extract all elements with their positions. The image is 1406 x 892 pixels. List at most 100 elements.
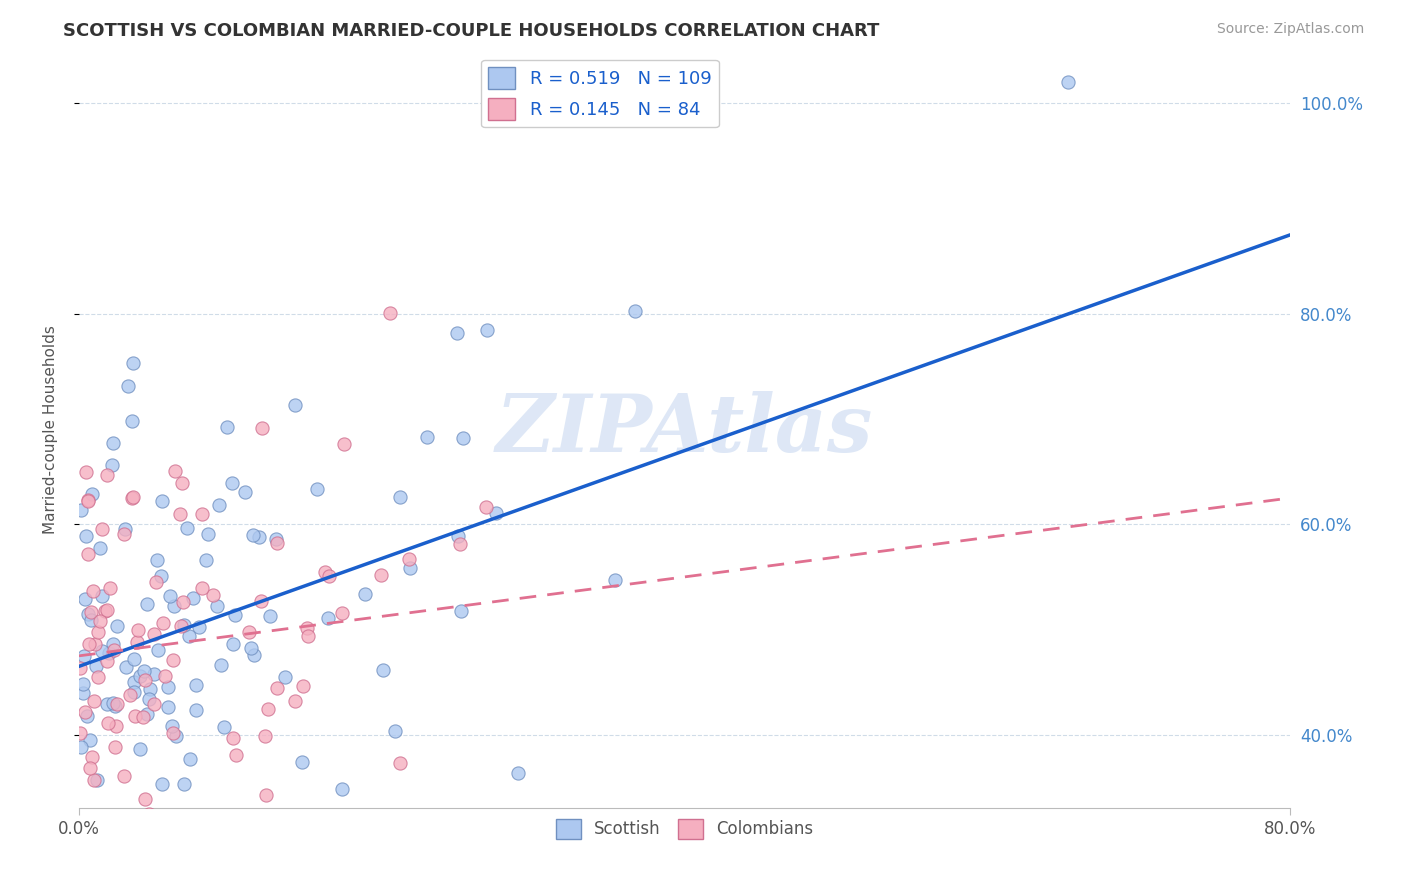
- Point: [162, 653, 184, 667]
- Point: [121, 490, 143, 504]
- Point: [89, 541, 111, 555]
- Point: [80, 606, 103, 620]
- Point: [134, 664, 156, 678]
- Point: [82, 584, 104, 599]
- Point: [215, 420, 238, 434]
- Point: [146, 643, 169, 657]
- Point: [83, 694, 105, 708]
- Point: [86, 624, 108, 639]
- Point: [91, 590, 114, 604]
- Point: [80, 487, 103, 501]
- Point: [90, 644, 112, 658]
- Point: [136, 707, 159, 722]
- Point: [242, 528, 264, 542]
- Point: [173, 777, 195, 791]
- Point: [138, 806, 160, 821]
- Point: [181, 591, 204, 605]
- Point: [125, 635, 148, 649]
- Point: [250, 594, 273, 608]
- Point: [84, 812, 107, 826]
- Point: [624, 304, 647, 318]
- Point: [97, 812, 120, 826]
- Point: [84, 658, 107, 673]
- Point: [284, 398, 307, 412]
- Point: [111, 812, 134, 826]
- Point: [82, 750, 104, 764]
- Point: [121, 356, 143, 370]
- Point: [122, 652, 145, 666]
- Point: [162, 726, 184, 740]
- Point: [89, 614, 111, 628]
- Text: ZIPAtlas: ZIPAtlas: [496, 391, 873, 468]
- Point: [508, 765, 530, 780]
- Legend: Scottish, Colombians: Scottish, Colombians: [550, 812, 820, 846]
- Point: [176, 520, 198, 534]
- Point: [83, 812, 105, 826]
- Point: [173, 618, 195, 632]
- Point: [94, 604, 117, 618]
- Point: [197, 527, 219, 541]
- Point: [224, 608, 246, 623]
- Point: [221, 731, 243, 746]
- Point: [104, 698, 127, 713]
- Point: [233, 485, 256, 500]
- Point: [446, 326, 468, 341]
- Point: [77, 636, 100, 650]
- Point: [128, 669, 150, 683]
- Point: [264, 533, 287, 547]
- Point: [105, 619, 128, 633]
- Point: [142, 698, 165, 712]
- Point: [195, 552, 218, 566]
- Point: [73, 649, 96, 664]
- Point: [266, 681, 288, 695]
- Point: [370, 568, 392, 582]
- Point: [163, 599, 186, 613]
- Point: [150, 569, 173, 583]
- Point: [104, 739, 127, 754]
- Point: [156, 700, 179, 714]
- Point: [145, 574, 167, 589]
- Point: [138, 682, 160, 697]
- Point: [79, 733, 101, 747]
- Point: [112, 527, 135, 541]
- Point: [446, 528, 468, 542]
- Point: [150, 494, 173, 508]
- Point: [191, 581, 214, 595]
- Point: [238, 625, 260, 640]
- Point: [207, 599, 229, 613]
- Point: [291, 679, 314, 693]
- Point: [103, 643, 125, 657]
- Point: [142, 667, 165, 681]
- Point: [121, 414, 143, 428]
- Point: [132, 710, 155, 724]
- Point: [603, 574, 626, 588]
- Point: [254, 788, 277, 802]
- Point: [256, 702, 278, 716]
- Point: [127, 623, 149, 637]
- Point: [122, 685, 145, 699]
- Point: [450, 604, 472, 618]
- Point: [184, 703, 207, 717]
- Point: [160, 719, 183, 733]
- Point: [209, 657, 232, 672]
- Point: [215, 812, 238, 826]
- Point: [239, 640, 262, 655]
- Point: [384, 723, 406, 738]
- Point: [134, 673, 156, 687]
- Point: [83, 773, 105, 788]
- Point: [380, 306, 402, 320]
- Point: [389, 490, 412, 504]
- Point: [105, 698, 128, 712]
- Point: [98, 581, 121, 595]
- Point: [79, 761, 101, 775]
- Point: [184, 678, 207, 692]
- Point: [112, 769, 135, 783]
- Point: [124, 708, 146, 723]
- Text: SCOTTISH VS COLOMBIAN MARRIED-COUPLE HOUSEHOLDS CORRELATION CHART: SCOTTISH VS COLOMBIAN MARRIED-COUPLE HOU…: [63, 22, 880, 40]
- Point: [177, 629, 200, 643]
- Point: [120, 688, 142, 702]
- Point: [101, 458, 124, 473]
- Point: [242, 648, 264, 662]
- Point: [247, 530, 270, 544]
- Point: [101, 435, 124, 450]
